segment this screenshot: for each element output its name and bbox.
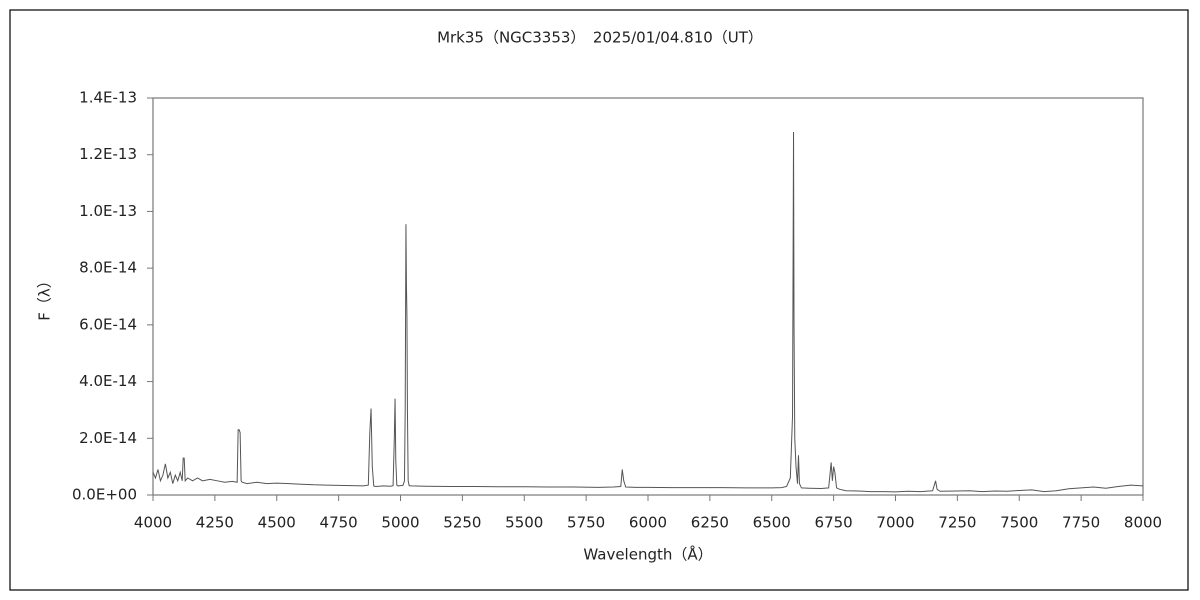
x-tick-label: 7000 xyxy=(876,514,914,532)
y-tick-label: 1.2E-13 xyxy=(79,145,137,163)
x-tick-label: 5250 xyxy=(443,514,481,532)
y-tick-label: 0.0E+00 xyxy=(72,486,137,504)
y-tick-label: 2.0E-14 xyxy=(79,429,137,447)
y-tick-label: 1.4E-13 xyxy=(79,89,137,107)
x-tick-label: 4250 xyxy=(196,514,234,532)
y-tick-label: 4.0E-14 xyxy=(79,372,137,390)
spectrum-line xyxy=(152,132,1144,493)
x-tick-label: 6500 xyxy=(753,514,791,532)
chart-frame xyxy=(9,9,1189,591)
y-tick-label: 8.0E-14 xyxy=(79,259,137,277)
x-tick-label: 4000 xyxy=(134,514,172,532)
x-tick-label: 6250 xyxy=(691,514,729,532)
x-tick-label: 7750 xyxy=(1062,514,1100,532)
y-tick-label: 1.0E-13 xyxy=(79,202,137,220)
x-tick-label: 5000 xyxy=(381,514,419,532)
chart-title: Mrk35（NGC3353） 2025/01/04.810（UT） xyxy=(437,29,763,47)
x-tick-label: 8000 xyxy=(1124,514,1162,532)
x-tick-label: 5500 xyxy=(505,514,543,532)
x-tick-label: 4500 xyxy=(258,514,296,532)
y-tick-label: 6.0E-14 xyxy=(79,315,137,333)
x-tick-label: 6000 xyxy=(629,514,667,532)
x-tick-label: 6750 xyxy=(815,514,853,532)
x-tick-label: 5750 xyxy=(567,514,605,532)
x-tick-label: 7250 xyxy=(938,514,976,532)
x-axis-label: Wavelength（Å） xyxy=(583,545,712,564)
x-tick-label: 7500 xyxy=(1000,514,1038,532)
y-axis-label: F（λ） xyxy=(36,273,54,321)
x-tick-label: 4750 xyxy=(320,514,358,532)
